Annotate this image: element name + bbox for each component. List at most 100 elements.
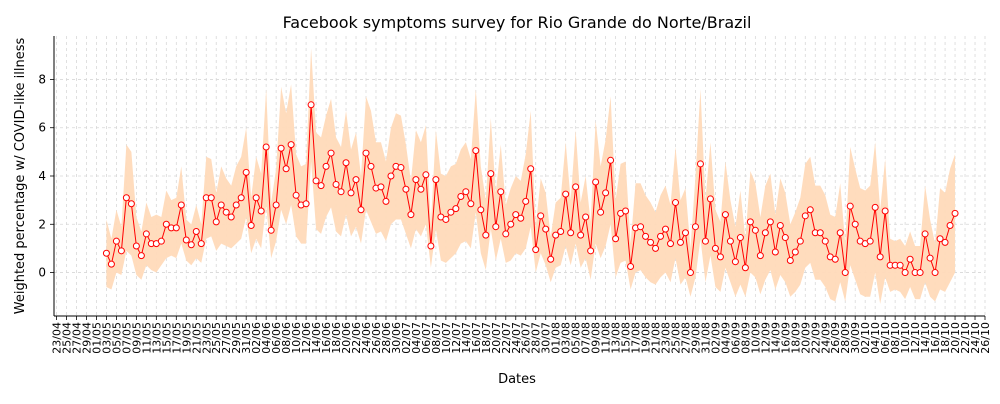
data-point — [667, 240, 675, 248]
data-point — [791, 248, 799, 256]
data-point — [572, 183, 580, 191]
data-point — [926, 254, 934, 262]
x-tick-label: 23/08 — [660, 322, 673, 354]
x-tick-label: 10/07 — [440, 322, 453, 354]
data-point — [721, 211, 729, 219]
x-tick-label: 16/10 — [929, 322, 942, 354]
x-tick-label: 21/05 — [190, 322, 203, 354]
x-tick-label: 28/07 — [530, 322, 543, 354]
data-point — [662, 225, 670, 233]
data-point — [457, 193, 465, 201]
data-point — [247, 221, 255, 229]
x-tick-label: 21/08 — [650, 322, 663, 354]
data-point — [317, 182, 325, 190]
data-point — [347, 189, 355, 197]
x-tick-label: 11/08 — [600, 322, 613, 354]
y-tick-label: 8 — [38, 72, 46, 86]
data-point — [337, 188, 345, 196]
x-tick-label: 27/04 — [70, 322, 83, 354]
data-point — [736, 234, 744, 242]
data-point — [127, 200, 135, 208]
data-point — [492, 223, 500, 231]
x-tick-label: 28/06 — [380, 322, 393, 354]
x-tick-label: 06/07 — [420, 322, 433, 354]
x-tick-label: 25/08 — [669, 322, 682, 354]
data-point — [507, 220, 515, 228]
data-point — [751, 226, 759, 234]
x-tick-label: 12/09 — [759, 322, 772, 354]
x-tick-label: 02/10 — [859, 322, 872, 354]
x-tick-label: 08/09 — [739, 322, 752, 354]
data-point — [192, 228, 200, 236]
data-point — [821, 237, 829, 245]
x-tick-label: 19/08 — [640, 322, 653, 354]
data-point — [517, 214, 525, 222]
x-tick-label: 08/06 — [280, 322, 293, 354]
data-point — [841, 269, 849, 277]
data-point — [397, 164, 405, 172]
x-tick-label: 29/08 — [689, 322, 702, 354]
data-point — [282, 165, 290, 173]
x-tick-label: 10/09 — [749, 322, 762, 354]
data-point — [277, 144, 285, 152]
data-point — [342, 159, 350, 167]
x-tick-label: 13/05 — [150, 322, 163, 354]
data-point — [352, 176, 360, 184]
data-point — [906, 255, 914, 263]
x-tick-label: 19/05 — [180, 322, 193, 354]
data-point — [936, 235, 944, 243]
x-tick-label: 08/07 — [430, 322, 443, 354]
x-tick-label: 10/06 — [290, 322, 303, 354]
x-tick-label: 15/08 — [620, 322, 633, 354]
y-tick-label: 4 — [38, 169, 46, 183]
x-tick-label: 17/08 — [630, 322, 643, 354]
x-axis-label: Dates — [498, 372, 536, 387]
x-tick-label: 26/10 — [979, 322, 992, 354]
x-tick-label: 30/06 — [390, 322, 403, 354]
x-tick-label: 25/05 — [210, 322, 223, 354]
data-point — [362, 149, 370, 157]
data-point — [637, 223, 645, 231]
x-tick-label: 13/08 — [610, 322, 623, 354]
data-point — [587, 247, 595, 255]
data-point — [831, 255, 839, 263]
data-point — [532, 246, 540, 254]
data-point — [482, 231, 490, 239]
x-tick-label: 12/10 — [909, 322, 922, 354]
x-tick-label: 10/10 — [899, 322, 912, 354]
data-point — [771, 248, 779, 256]
x-tick-label: 18/10 — [939, 322, 952, 354]
x-tick-label: 06/09 — [729, 322, 742, 354]
data-point — [227, 213, 235, 221]
x-tick-label: 28/09 — [839, 322, 852, 354]
data-point — [412, 176, 420, 184]
x-tick-label: 16/09 — [779, 322, 792, 354]
data-point — [112, 237, 120, 245]
data-point — [237, 194, 245, 202]
x-tick-label: 23/05 — [200, 322, 213, 354]
data-point — [806, 206, 814, 214]
data-point — [756, 252, 764, 260]
data-point — [117, 247, 125, 255]
x-tick-label: 09/05 — [130, 322, 143, 354]
x-tick-label: 25/04 — [60, 322, 73, 354]
data-point — [706, 195, 714, 203]
data-point — [427, 242, 435, 250]
x-tick-label: 16/07 — [470, 322, 483, 354]
x-tick-label: 14/09 — [769, 322, 782, 354]
data-point — [846, 202, 854, 210]
x-tick-label: 16/06 — [320, 322, 333, 354]
y-tick-label: 2 — [38, 217, 46, 231]
data-point — [776, 221, 784, 229]
data-point — [312, 177, 320, 185]
x-tick-label: 26/06 — [370, 322, 383, 354]
data-point — [627, 263, 635, 271]
x-tick-label: 02/06 — [250, 322, 263, 354]
x-tick-label: 26/07 — [520, 322, 533, 354]
data-point — [402, 185, 410, 193]
data-point — [452, 205, 460, 213]
x-tick-label: 24/10 — [969, 322, 982, 354]
data-point — [232, 201, 240, 209]
x-tick-label: 02/07 — [400, 322, 413, 354]
data-point — [542, 225, 550, 233]
